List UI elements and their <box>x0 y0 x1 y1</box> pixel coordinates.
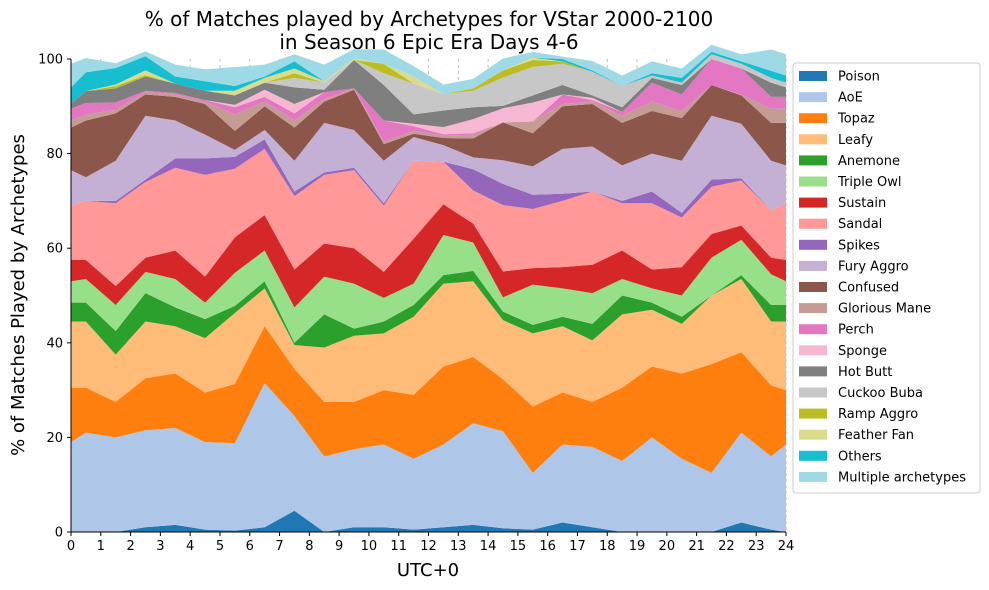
legend-label-multiple-archetypes: Multiple archetypes <box>838 470 966 485</box>
x-tick-label-1: 1 <box>97 539 105 554</box>
x-tick-label-2: 2 <box>126 539 134 554</box>
x-tick-label-24: 24 <box>778 539 795 554</box>
y-tick-label-20: 20 <box>46 431 63 446</box>
x-tick-label-17: 17 <box>569 539 586 554</box>
x-tick-label-15: 15 <box>510 539 527 554</box>
legend-label-hot-butt: Hot Butt <box>838 365 892 380</box>
x-tick-label-4: 4 <box>186 539 194 554</box>
legend-label-triple-owl: Triple Owl <box>837 175 901 190</box>
legend-label-ramp-aggro: Ramp Aggro <box>838 407 918 422</box>
legend-swatch-multiple-archetypes <box>799 471 827 482</box>
legend-swatch-ramp-aggro <box>799 408 827 419</box>
legend-label-cuckoo-buba: Cuckoo Buba <box>838 386 923 401</box>
y-tick-label-100: 100 <box>38 53 63 68</box>
legend-swatch-sustain <box>799 197 827 208</box>
x-tick-label-11: 11 <box>390 539 407 554</box>
x-tick-label-10: 10 <box>361 539 378 554</box>
x-tick-label-6: 6 <box>246 539 254 554</box>
x-tick-label-20: 20 <box>659 539 676 554</box>
area-aoe <box>71 383 786 532</box>
y-axis-label: % of Matches Played by Archetypes <box>8 134 29 456</box>
area-hot-butt <box>71 59 786 128</box>
legend-label-sustain: Sustain <box>838 196 886 211</box>
legend: Poison AoE Topaz Leafy Anemone Triple Owl Sust… <box>792 62 981 494</box>
x-tick-label-21: 21 <box>688 539 705 554</box>
legend-swatch-triple-owl <box>799 176 827 187</box>
legend-swatch-glorious-mane <box>799 303 827 314</box>
legend-label-sponge: Sponge <box>838 344 887 359</box>
x-tick-label-7: 7 <box>275 539 283 554</box>
legend-label-poison: Poison <box>838 70 880 85</box>
x-tick-label-3: 3 <box>156 539 164 554</box>
y-tick-label-0: 0 <box>55 526 63 541</box>
legend-label-spikes: Spikes <box>838 238 880 253</box>
legend-swatch-anemone <box>799 155 827 166</box>
x-tick-label-19: 19 <box>629 539 646 554</box>
area-poison <box>71 510 786 532</box>
area-sandal <box>71 148 786 287</box>
area-sustain <box>71 204 786 308</box>
y-tick-label-80: 80 <box>46 147 63 162</box>
legend-swatch-sandal <box>799 218 827 229</box>
x-tick-label-12: 12 <box>420 539 437 554</box>
legend-swatch-feather-fan <box>799 429 827 440</box>
y-tick-label-40: 40 <box>46 336 63 351</box>
legend-label-others: Others <box>838 449 882 464</box>
legend-label-fury-aggro: Fury Aggro <box>838 259 909 274</box>
legend-label-glorious-mane: Glorious Mane <box>838 302 931 317</box>
x-tick-label-22: 22 <box>718 539 735 554</box>
legend-swatch-perch <box>799 324 827 335</box>
area-triple-owl <box>71 234 786 343</box>
chart-title-line-1: % of Matches played by Archetypes for VS… <box>145 7 714 31</box>
legend-swatch-poison <box>799 71 827 81</box>
x-tick-label-8: 8 <box>305 539 313 554</box>
legend-swatch-leafy <box>799 134 827 145</box>
x-tick-label-9: 9 <box>335 539 343 554</box>
legend-label-anemone: Anemone <box>838 154 900 169</box>
area-series <box>71 44 786 532</box>
x-tick-label-23: 23 <box>748 539 765 554</box>
area-glorious-mane <box>71 85 786 145</box>
legend-swatch-aoe <box>799 92 827 103</box>
x-tick-label-18: 18 <box>599 539 616 554</box>
legend-label-feather-fan: Feather Fan <box>838 428 914 443</box>
legend-swatch-cuckoo-buba <box>799 387 827 398</box>
y-tick-label-60: 60 <box>46 242 63 257</box>
area-perch <box>71 59 786 142</box>
legend-swatch-topaz <box>799 113 827 124</box>
x-tick-label-13: 13 <box>450 539 467 554</box>
x-tick-label-14: 14 <box>480 539 497 554</box>
legend-label-sandal: Sandal <box>838 217 882 232</box>
legend-swatch-spikes <box>799 239 827 250</box>
axes: 0 1 2 3 4 5 6 7 8 9 10 11 12 13 14 15 16 17 18 19 20 21 22 23 24… <box>38 53 794 555</box>
legend-label-perch: Perch <box>838 323 874 338</box>
area-confused <box>71 85 786 178</box>
legend-frame <box>792 62 981 494</box>
x-tick-label-5: 5 <box>216 539 224 554</box>
legend-label-aoe: AoE <box>838 91 863 106</box>
legend-swatch-sponge <box>799 345 827 356</box>
area-fury-aggro <box>71 115 786 213</box>
legend-label-confused: Confused <box>838 281 899 296</box>
legend-swatch-fury-aggro <box>799 260 827 271</box>
x-tick-label-16: 16 <box>539 539 556 554</box>
area-multiple-archetypes <box>71 44 786 94</box>
area-others <box>71 51 786 104</box>
legend-label-topaz: Topaz <box>837 112 875 127</box>
area-topaz <box>71 326 786 473</box>
chart-title-line-2: in Season 6 Epic Era Days 4-6 <box>279 30 578 54</box>
x-tick-label-0: 0 <box>67 539 75 554</box>
x-axis-label: UTC+0 <box>397 560 459 581</box>
legend-swatch-hot-butt <box>799 366 827 377</box>
legend-swatch-confused <box>799 282 827 292</box>
legend-swatch-others <box>799 450 827 461</box>
legend-label-leafy: Leafy <box>838 133 873 148</box>
area-cuckoo-buba <box>71 54 786 115</box>
area-leafy <box>71 278 786 407</box>
